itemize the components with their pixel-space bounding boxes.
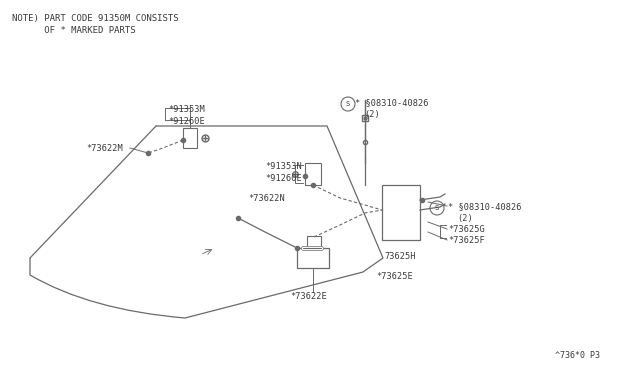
- Bar: [297, 248, 329, 268]
- Text: *91353M: *91353M: [168, 105, 205, 114]
- Text: *73625F: *73625F: [448, 236, 484, 245]
- Text: S: S: [346, 101, 350, 107]
- Text: *91260E: *91260E: [168, 117, 205, 126]
- Text: (2): (2): [364, 110, 380, 119]
- Text: *73625G: *73625G: [448, 225, 484, 234]
- Bar: [382, 185, 420, 240]
- Text: *73622N: *73622N: [248, 194, 285, 203]
- Text: OF * MARKED PARTS: OF * MARKED PARTS: [12, 26, 136, 35]
- Text: * §08310-40826: * §08310-40826: [355, 98, 429, 107]
- Text: (2): (2): [457, 214, 473, 223]
- Text: *91353N: *91353N: [265, 162, 301, 171]
- Bar: [305, 163, 321, 185]
- Text: NOTE) PART CODE 91350M CONSISTS: NOTE) PART CODE 91350M CONSISTS: [12, 14, 179, 23]
- Bar: [183, 128, 197, 148]
- Text: ^736*0 P3: ^736*0 P3: [555, 351, 600, 360]
- Bar: [307, 236, 321, 248]
- Text: S: S: [435, 205, 439, 211]
- Text: *73625E: *73625E: [376, 272, 413, 281]
- Text: * §08310-40826: * §08310-40826: [448, 202, 522, 211]
- Text: *91260E: *91260E: [265, 174, 301, 183]
- Text: *73622E: *73622E: [290, 292, 327, 301]
- Text: 73625H: 73625H: [384, 252, 415, 261]
- Text: *73622M: *73622M: [86, 144, 123, 153]
